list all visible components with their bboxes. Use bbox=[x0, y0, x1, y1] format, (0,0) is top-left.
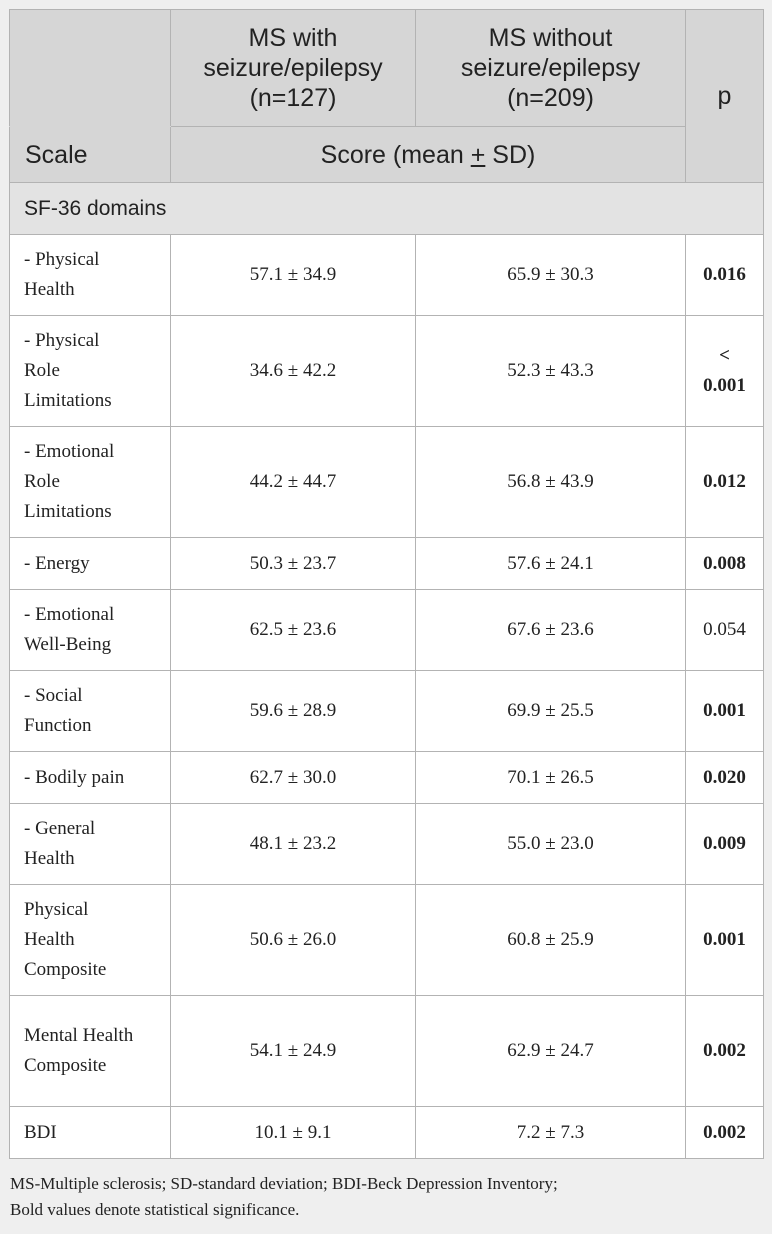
row-label: - Physical Health bbox=[9, 234, 171, 316]
p-value: 0.016 bbox=[685, 234, 764, 316]
without-seizure-value: 7.2 ± 7.3 bbox=[415, 1106, 686, 1159]
table-row: - General Health 48.1 ± 23.2 55.0 ± 23.0 0.… bbox=[9, 803, 764, 885]
with-seizure-value: 59.6 ± 28.9 bbox=[170, 670, 416, 752]
row-label: - Physical Role Limitations bbox=[9, 315, 171, 427]
header-p: p bbox=[685, 9, 764, 183]
table-row: - Social Function 59.6 ± 28.9 69.9 ± 25.5 0… bbox=[9, 670, 764, 752]
without-seizure-value: 62.9 ± 24.7 bbox=[415, 995, 686, 1107]
header-row-top: MS with seizure/epilepsy (n=127) MS with… bbox=[9, 9, 764, 183]
without-seizure-value: 65.9 ± 30.3 bbox=[415, 234, 686, 316]
section-label: SF-36 domains bbox=[9, 182, 764, 235]
without-seizure-value: 57.6 ± 24.1 bbox=[415, 537, 686, 590]
row-label: - Social Function bbox=[9, 670, 171, 752]
row-label: - Energy bbox=[9, 537, 171, 590]
table-row: - Emotional Role Limitations 44.2 ± 44.7 5… bbox=[9, 426, 764, 538]
with-seizure-value: 50.3 ± 23.7 bbox=[170, 537, 416, 590]
p-value: 0.008 bbox=[685, 537, 764, 590]
row-label: - Bodily pain bbox=[9, 751, 171, 804]
without-seizure-value: 52.3 ± 43.3 bbox=[415, 315, 686, 427]
p-value: < 0.001 bbox=[685, 315, 764, 427]
header-row-bottom: Scale Score (mean + SD) bbox=[9, 126, 764, 183]
table-row: - Emotional Well-Being 62.5 ± 23.6 67.6 ± … bbox=[9, 589, 764, 671]
without-seizure-value: 56.8 ± 43.9 bbox=[415, 426, 686, 538]
p-value: 0.002 bbox=[685, 1106, 764, 1159]
table-row: - Energy 50.3 ± 23.7 57.6 ± 24.1 0.008 bbox=[9, 537, 764, 590]
without-seizure-value: 70.1 ± 26.5 bbox=[415, 751, 686, 804]
row-label: - Emotional Role Limitations bbox=[9, 426, 171, 538]
p-value: 0.012 bbox=[685, 426, 764, 538]
table-footnote: MS-Multiple sclerosis; SD-standard devia… bbox=[10, 1171, 760, 1223]
results-table: MS with seizure/epilepsy (n=127) MS with… bbox=[9, 9, 764, 1159]
footnote-line-2: Bold values denote statistical significa… bbox=[10, 1200, 300, 1219]
p-value: 0.020 bbox=[685, 751, 764, 804]
plus-minus-symbol: + bbox=[470, 140, 486, 169]
with-seizure-value: 62.7 ± 30.0 bbox=[170, 751, 416, 804]
table-row: Mental Health Composite 54.1 ± 24.9 62.9 ±… bbox=[9, 995, 764, 1107]
header-score: Score (mean + SD) bbox=[170, 126, 686, 183]
p-value: 0.054 bbox=[685, 589, 764, 671]
with-seizure-value: 44.2 ± 44.7 bbox=[170, 426, 416, 538]
p-value: 0.001 bbox=[685, 670, 764, 752]
row-label: - General Health bbox=[9, 803, 171, 885]
p-value: 0.009 bbox=[685, 803, 764, 885]
footnote-line-1: MS-Multiple sclerosis; SD-standard devia… bbox=[10, 1174, 558, 1193]
table-row: - Bodily pain 62.7 ± 30.0 70.1 ± 26.5 0.020 bbox=[9, 751, 764, 804]
without-seizure-value: 67.6 ± 23.6 bbox=[415, 589, 686, 671]
table-row: - Physical Role Limitations 34.6 ± 42.2 52… bbox=[9, 315, 764, 427]
row-label: Mental Health Composite bbox=[9, 995, 171, 1107]
table-row: - Physical Health 57.1 ± 34.9 65.9 ± 30.3 0… bbox=[9, 234, 764, 316]
with-seizure-value: 54.1 ± 24.9 bbox=[170, 995, 416, 1107]
table-row: Physical Health Composite 50.6 ± 26.0 60.8… bbox=[9, 884, 764, 996]
with-seizure-value: 48.1 ± 23.2 bbox=[170, 803, 416, 885]
with-seizure-value: 62.5 ± 23.6 bbox=[170, 589, 416, 671]
header-scale: Scale bbox=[9, 126, 171, 183]
row-label: Physical Health Composite bbox=[9, 884, 171, 996]
p-value: 0.002 bbox=[685, 995, 764, 1107]
section-row: SF-36 domains bbox=[9, 182, 764, 235]
with-seizure-value: 57.1 ± 34.9 bbox=[170, 234, 416, 316]
with-seizure-value: 50.6 ± 26.0 bbox=[170, 884, 416, 996]
header-with-seizure: MS with seizure/epilepsy (n=127) bbox=[170, 9, 416, 127]
header-empty-cell bbox=[9, 9, 171, 127]
with-seizure-value: 10.1 ± 9.1 bbox=[170, 1106, 416, 1159]
without-seizure-value: 60.8 ± 25.9 bbox=[415, 884, 686, 996]
table-row: BDI 10.1 ± 9.1 7.2 ± 7.3 0.002 bbox=[9, 1106, 764, 1159]
row-label: BDI bbox=[9, 1106, 171, 1159]
with-seizure-value: 34.6 ± 42.2 bbox=[170, 315, 416, 427]
header-without-seizure: MS without seizure/epilepsy (n=209) bbox=[415, 9, 686, 127]
row-label: - Emotional Well-Being bbox=[9, 589, 171, 671]
without-seizure-value: 69.9 ± 25.5 bbox=[415, 670, 686, 752]
p-value: 0.001 bbox=[685, 884, 764, 996]
without-seizure-value: 55.0 ± 23.0 bbox=[415, 803, 686, 885]
